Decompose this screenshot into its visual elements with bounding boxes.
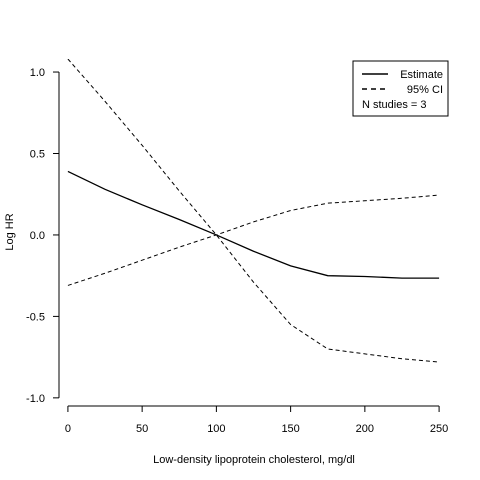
- y-tick-label: 0.0: [30, 230, 45, 242]
- y-tick-label: 0.5: [30, 148, 45, 160]
- series-line-ci-upper: [67, 59, 440, 363]
- legend: Estimate 95% CI N studies = 3: [352, 60, 449, 117]
- plot-area: [67, 59, 440, 363]
- y-tick-label: -0.5: [26, 311, 45, 323]
- legend-box: [352, 60, 449, 117]
- legend-note: N studies = 3: [362, 99, 427, 111]
- x-tick-label: 100: [207, 423, 225, 435]
- series-line-estimate: [67, 170, 440, 279]
- y-tick-label: 1.0: [30, 67, 45, 79]
- legend-label: Estimate: [400, 69, 443, 81]
- x-tick-label: 50: [136, 423, 148, 435]
- x-tick-label: 200: [356, 423, 374, 435]
- x-tick-label: 150: [281, 423, 299, 435]
- series-line-ci-lower: [67, 194, 440, 286]
- x-tick-label: 0: [65, 423, 71, 435]
- x-axis-title: Low-density lipoprotein cholesterol, mg/…: [153, 454, 355, 466]
- y-axis-title: Log HR: [4, 213, 16, 250]
- axes: 0 50 100 150 200 250 -1.0 -0.5 0.0 0.5 1.0: [26, 67, 448, 435]
- legend-label: 95% CI: [407, 84, 443, 96]
- y-tick-label: -1.0: [26, 393, 45, 405]
- x-tick-label: 250: [430, 423, 448, 435]
